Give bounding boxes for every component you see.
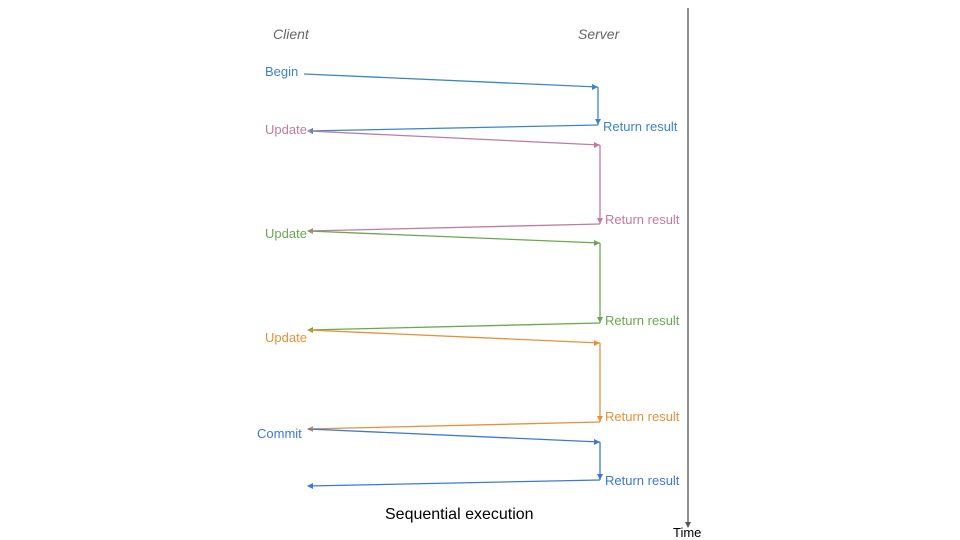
server-header: Server [578, 26, 620, 42]
request-arrowhead-3 [594, 340, 600, 346]
response-arrow-4 [307, 479, 601, 487]
response-arrow-1 [307, 223, 601, 232]
request-arrow-0 [303, 73, 599, 88]
processing-arrowhead-4 [597, 474, 603, 480]
processing-arrowhead-3 [597, 416, 603, 422]
request-arrow-1 [307, 130, 601, 146]
request-arrowhead-1 [594, 142, 600, 148]
request-arrowhead-4 [594, 439, 600, 445]
response-arrow-2 [307, 322, 601, 331]
response-label-0: Return result [603, 119, 678, 134]
request-arrow-4 [307, 428, 601, 443]
response-arrowhead-4 [307, 483, 313, 489]
client-header: Client [273, 26, 309, 42]
time-axis-arrowhead [685, 522, 691, 528]
request-label-0: Begin [265, 64, 299, 79]
response-label-4: Return result [605, 473, 680, 488]
response-label-2: Return result [605, 313, 680, 328]
request-label-3: Update [265, 330, 307, 345]
request-arrowhead-0 [592, 84, 598, 90]
diagram-caption: Sequential execution [385, 506, 534, 523]
request-arrow-2 [307, 230, 601, 244]
response-arrow-3 [307, 421, 601, 430]
request-arrowhead-2 [594, 240, 600, 246]
time-axis-label: Time [673, 525, 702, 540]
processing-arrowhead-2 [597, 317, 603, 323]
response-label-1: Return result [605, 212, 680, 227]
response-label-3: Return result [605, 409, 680, 424]
request-label-2: Update [265, 226, 307, 241]
processing-arrowhead-0 [595, 119, 601, 125]
request-label-4: Commit [257, 426, 302, 441]
processing-arrowhead-1 [597, 218, 603, 224]
response-arrow-0 [307, 124, 599, 132]
request-label-1: Update [265, 122, 307, 137]
request-arrow-3 [307, 329, 601, 344]
